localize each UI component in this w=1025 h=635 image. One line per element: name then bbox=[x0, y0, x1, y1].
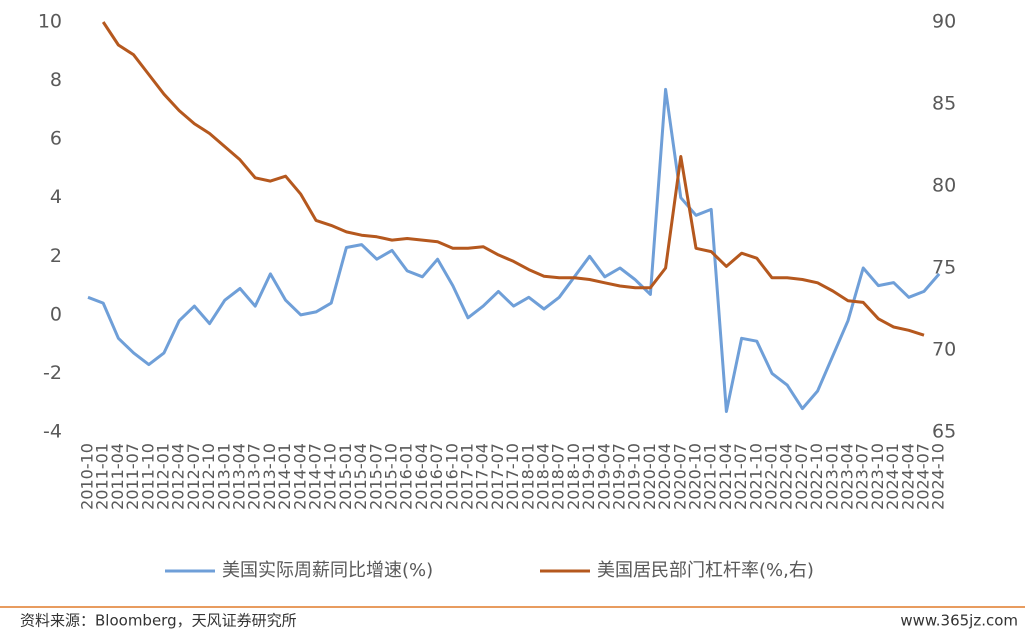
legend-label: 美国实际周薪同比增速(%) bbox=[222, 560, 433, 581]
x-tick-label: 2010-10 bbox=[78, 443, 97, 510]
x-tick-label: 2012-01 bbox=[154, 443, 173, 510]
legend-label: 美国居民部门杠杆率(%,右) bbox=[597, 560, 814, 581]
x-tick-label: 2011-10 bbox=[138, 443, 157, 510]
x-tick-label: 2014-10 bbox=[321, 443, 340, 510]
x-tick-label: 2012-10 bbox=[199, 443, 218, 510]
x-tick-label: 2022-01 bbox=[762, 443, 781, 510]
x-tick-label: 2021-10 bbox=[746, 443, 765, 510]
x-tick-label: 2018-01 bbox=[518, 443, 537, 510]
y-tick-label: -2 bbox=[43, 362, 62, 384]
x-tick-label: 2011-07 bbox=[123, 443, 142, 510]
x-tick-label: 2013-10 bbox=[260, 443, 279, 510]
x-tick-label: 2021-07 bbox=[731, 443, 750, 510]
x-tick-label: 2017-07 bbox=[488, 443, 507, 510]
x-tick-label: 2019-07 bbox=[610, 443, 629, 510]
series-line bbox=[101, 21, 925, 337]
x-tick-label: 2015-01 bbox=[336, 443, 355, 510]
x-tick-label: 2022-07 bbox=[792, 443, 811, 510]
x-tick-label: 2018-10 bbox=[564, 443, 583, 510]
x-tick-label: 2020-10 bbox=[686, 443, 705, 510]
x-tick-label: 2015-07 bbox=[366, 443, 385, 510]
y2-tick-label: 85 bbox=[932, 93, 956, 115]
x-tick-label: 2024-07 bbox=[914, 443, 933, 510]
y-tick-label: 4 bbox=[50, 186, 62, 208]
x-tick-label: 2011-04 bbox=[108, 443, 127, 510]
x-tick-label: 2013-01 bbox=[214, 443, 233, 510]
x-tick-label: 2019-10 bbox=[625, 443, 644, 510]
x-tick-label: 2019-04 bbox=[594, 443, 613, 510]
x-tick-label: 2018-07 bbox=[549, 443, 568, 510]
x-tick-label: 2023-01 bbox=[822, 443, 841, 510]
x-tick-label: 2011-01 bbox=[93, 443, 112, 510]
x-tick-label: 2020-04 bbox=[655, 443, 674, 510]
x-tick-label: 2024-10 bbox=[929, 443, 948, 510]
x-tick-label: 2016-10 bbox=[442, 443, 461, 510]
y-tick-label: 8 bbox=[50, 69, 62, 91]
x-tick-label: 2021-04 bbox=[716, 443, 735, 510]
x-tick-label: 2017-01 bbox=[458, 443, 477, 510]
series-line bbox=[87, 87, 941, 413]
x-tick-label: 2016-04 bbox=[412, 443, 431, 510]
x-tick-label: 2024-04 bbox=[898, 443, 917, 510]
x-tick-label: 2018-04 bbox=[534, 443, 553, 510]
x-tick-label: 2014-04 bbox=[290, 443, 309, 510]
y2-tick-label: 65 bbox=[932, 421, 956, 443]
y-tick-label: -4 bbox=[43, 421, 62, 443]
x-tick-label: 2017-10 bbox=[503, 443, 522, 510]
y2-tick-label: 90 bbox=[932, 11, 956, 33]
y-tick-label: 0 bbox=[50, 303, 62, 325]
x-tick-label: 2013-04 bbox=[230, 443, 249, 510]
y-tick-label: 6 bbox=[50, 128, 62, 150]
x-tick-label: 2022-04 bbox=[777, 443, 796, 510]
y2-tick-label: 75 bbox=[932, 257, 956, 279]
x-tick-label: 2015-04 bbox=[351, 443, 370, 510]
y2-tick-label: 70 bbox=[932, 339, 956, 361]
x-tick-label: 2015-10 bbox=[382, 443, 401, 510]
x-tick-label: 2012-07 bbox=[184, 443, 203, 510]
x-tick-label: 2020-01 bbox=[640, 443, 659, 510]
x-tick-label: 2012-04 bbox=[169, 443, 188, 510]
x-tick-label: 2024-01 bbox=[883, 443, 902, 510]
x-tick-label: 2014-01 bbox=[275, 443, 294, 510]
x-tick-label: 2022-10 bbox=[807, 443, 826, 510]
x-tick-label: 2016-07 bbox=[427, 443, 446, 510]
watermark: www.365jz.com bbox=[900, 612, 1018, 630]
x-tick-label: 2023-04 bbox=[838, 443, 857, 510]
x-tick-label: 2017-04 bbox=[473, 443, 492, 510]
x-tick-label: 2020-07 bbox=[670, 443, 689, 510]
source: 资料来源：Bloomberg，天风证券研究所 bbox=[20, 612, 297, 630]
x-tick-label: 2013-07 bbox=[245, 443, 264, 510]
y2-tick-label: 80 bbox=[932, 175, 956, 197]
x-tick-label: 2023-07 bbox=[853, 443, 872, 510]
x-tick-label: 2019-01 bbox=[579, 443, 598, 510]
y-tick-label: 10 bbox=[38, 11, 62, 33]
x-tick-label: 2016-01 bbox=[397, 443, 416, 510]
y-tick-label: 2 bbox=[50, 245, 62, 267]
x-tick-label: 2023-10 bbox=[868, 443, 887, 510]
x-tick-label: 2021-01 bbox=[701, 443, 720, 510]
x-tick-label: 2014-07 bbox=[306, 443, 325, 510]
